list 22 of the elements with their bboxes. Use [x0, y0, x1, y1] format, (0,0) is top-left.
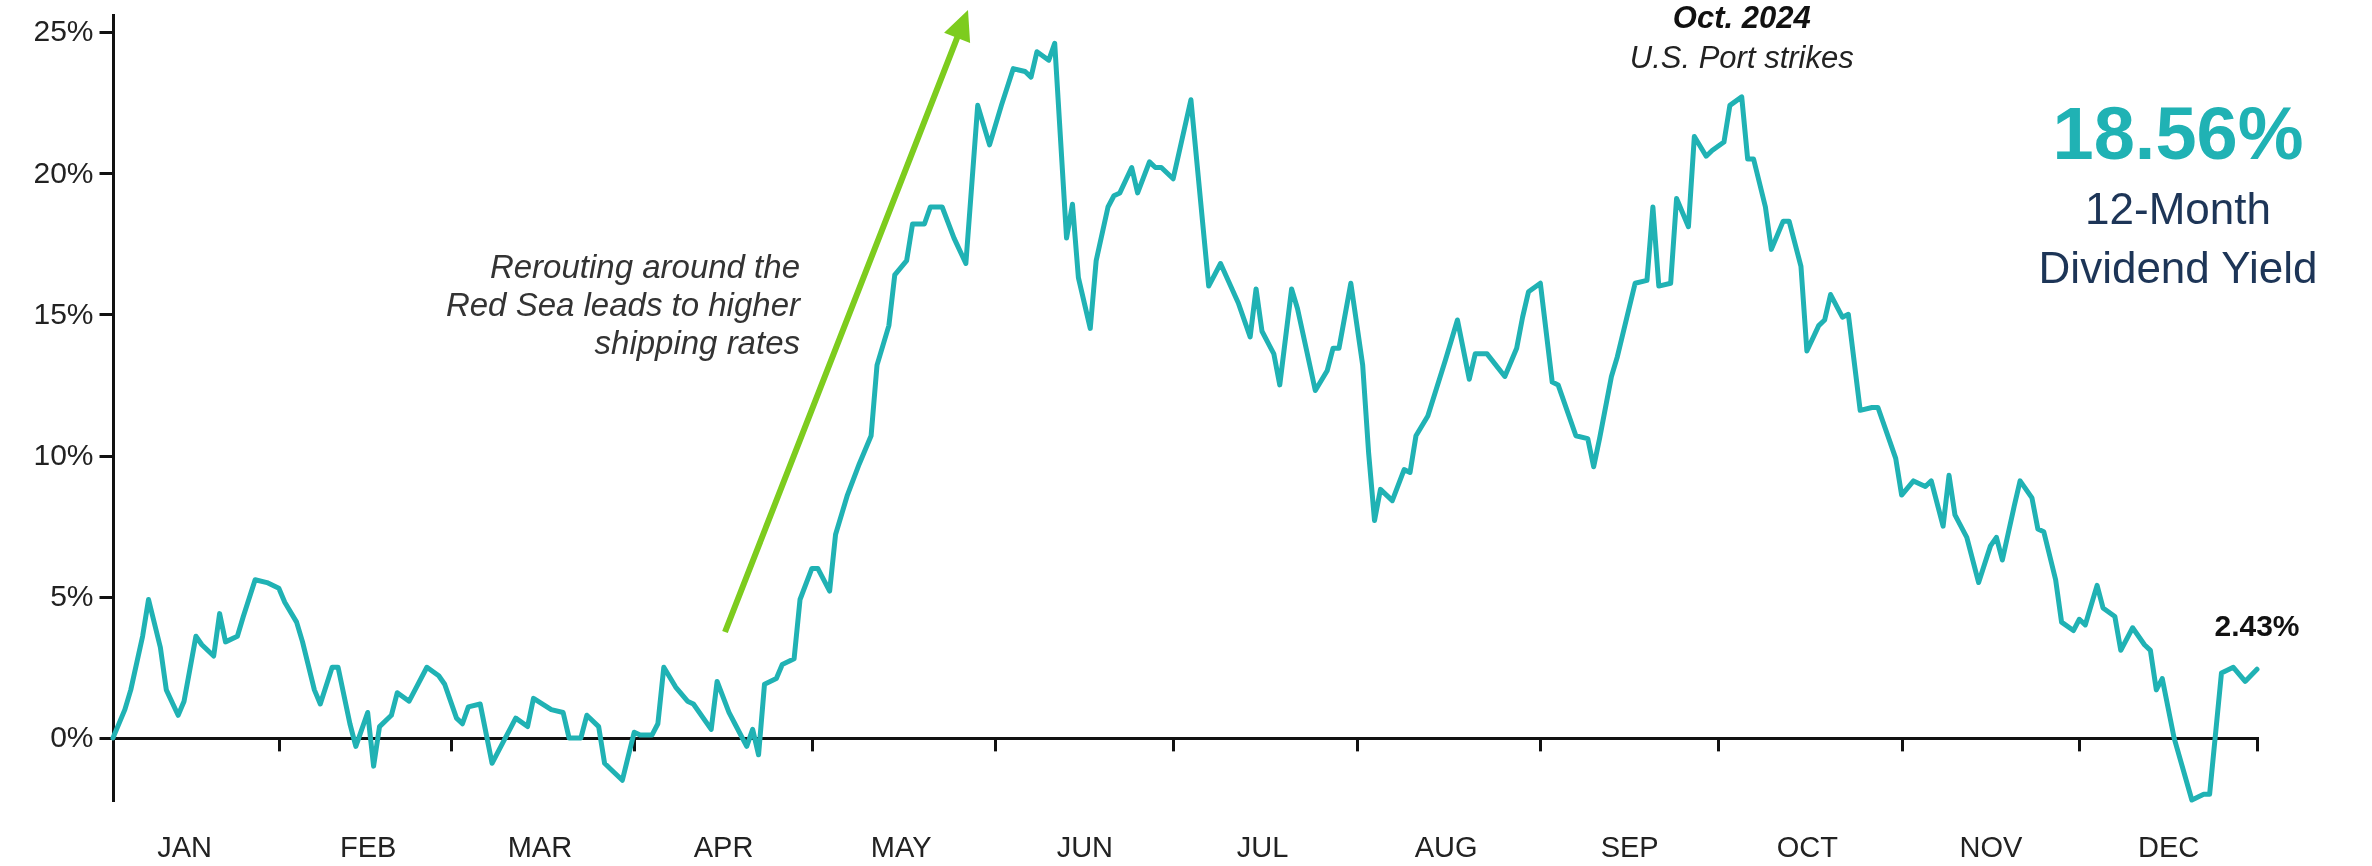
y-tick-label: 0%: [50, 720, 94, 754]
annotation: 18.56% 12-Month Dividend Yield: [2038, 92, 2318, 292]
x-tick-label: OCT: [1776, 830, 1839, 863]
x-tick-label: JUL: [1236, 830, 1289, 863]
x-tick-label: MAR: [507, 830, 573, 863]
y-tick-label: 5%: [50, 579, 94, 613]
y-tick-label: 15%: [33, 296, 94, 330]
x-tick-label: AUG: [1414, 830, 1478, 863]
x-tick-label: NOV: [1959, 830, 2024, 863]
x-tick-label: APR: [693, 830, 754, 863]
x-tick-label: SEP: [1600, 830, 1659, 863]
annotation: Oct. 2024 U.S. Port strikes: [1629, 0, 1854, 75]
x-tick-label: JUN: [1056, 830, 1114, 863]
x-tick-label: FEB: [339, 830, 397, 863]
y-tick-label: 20%: [33, 155, 94, 189]
x-tick-label: DEC: [2138, 830, 2200, 863]
annotation: 2.43%: [2214, 609, 2300, 643]
y-tick-label: 25%: [33, 14, 94, 48]
y-tick-label: 10%: [33, 438, 94, 471]
x-tick-label: MAY: [870, 830, 932, 863]
annotation: Rerouting around the Red Sea leads to higher shipping rates: [445, 248, 803, 361]
x-tick-label: JAN: [157, 830, 212, 863]
